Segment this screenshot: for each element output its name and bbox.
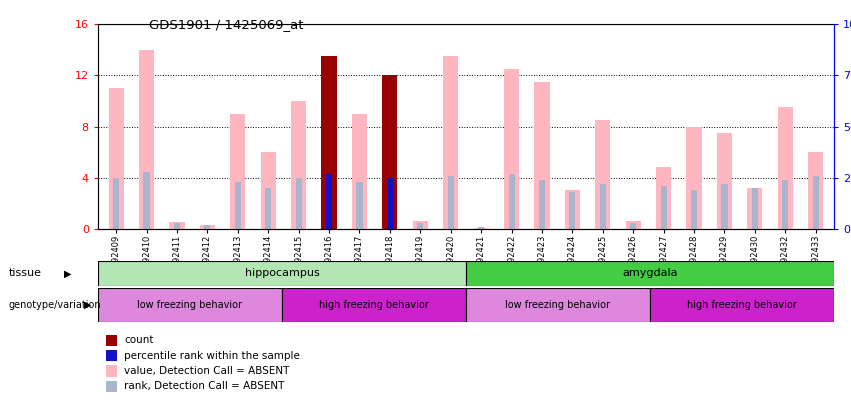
- Bar: [478, 227, 484, 229]
- Bar: [466, 261, 834, 286]
- Bar: [144, 172, 150, 229]
- Bar: [813, 176, 819, 229]
- Text: high freezing behavior: high freezing behavior: [687, 300, 797, 310]
- Text: GDS1901 / 1425069_at: GDS1901 / 1425069_at: [149, 18, 304, 31]
- Bar: [109, 88, 123, 229]
- Bar: [565, 190, 580, 229]
- Text: low freezing behavior: low freezing behavior: [137, 300, 243, 310]
- Bar: [204, 225, 210, 229]
- Bar: [722, 184, 728, 229]
- Bar: [778, 107, 793, 229]
- Bar: [230, 114, 245, 229]
- Bar: [413, 220, 428, 229]
- Bar: [747, 188, 762, 229]
- Bar: [382, 75, 397, 229]
- Bar: [417, 223, 423, 229]
- Bar: [808, 152, 823, 229]
- Bar: [751, 188, 758, 229]
- Text: rank, Detection Call = ABSENT: rank, Detection Call = ABSENT: [124, 382, 284, 391]
- Bar: [660, 186, 666, 229]
- Bar: [266, 188, 271, 229]
- Bar: [691, 190, 697, 229]
- Bar: [466, 288, 650, 322]
- Bar: [473, 228, 488, 229]
- Bar: [687, 126, 702, 229]
- Bar: [534, 82, 550, 229]
- Bar: [260, 152, 276, 229]
- Bar: [656, 168, 671, 229]
- Text: low freezing behavior: low freezing behavior: [505, 300, 610, 310]
- Bar: [625, 220, 641, 229]
- Bar: [448, 176, 454, 229]
- Bar: [717, 133, 732, 229]
- Bar: [139, 50, 154, 229]
- Bar: [595, 120, 610, 229]
- Bar: [443, 56, 459, 229]
- Bar: [650, 288, 834, 322]
- Text: tissue: tissue: [9, 269, 42, 278]
- Bar: [174, 223, 180, 229]
- Text: ▶: ▶: [84, 300, 92, 309]
- Bar: [504, 69, 519, 229]
- Text: count: count: [124, 335, 154, 345]
- Text: ▶: ▶: [64, 269, 71, 278]
- Text: percentile rank within the sample: percentile rank within the sample: [124, 351, 300, 360]
- Text: high freezing behavior: high freezing behavior: [319, 300, 429, 310]
- Bar: [351, 114, 367, 229]
- Bar: [282, 288, 466, 322]
- Bar: [539, 180, 545, 229]
- Bar: [291, 101, 306, 229]
- Text: value, Detection Call = ABSENT: value, Detection Call = ABSENT: [124, 366, 289, 376]
- Text: genotype/variation: genotype/variation: [9, 300, 101, 309]
- Bar: [326, 174, 332, 229]
- Text: hippocampus: hippocampus: [244, 269, 319, 278]
- Bar: [387, 178, 393, 229]
- Bar: [357, 182, 363, 229]
- Bar: [295, 178, 301, 229]
- Bar: [509, 174, 515, 229]
- Bar: [169, 222, 185, 229]
- Bar: [600, 184, 606, 229]
- Text: amygdala: amygdala: [622, 269, 677, 278]
- Bar: [113, 178, 119, 229]
- Bar: [98, 288, 282, 322]
- Bar: [631, 223, 637, 229]
- Bar: [235, 182, 241, 229]
- Bar: [782, 180, 788, 229]
- Bar: [322, 56, 337, 229]
- Bar: [98, 261, 466, 286]
- Bar: [200, 225, 215, 229]
- Bar: [569, 192, 575, 229]
